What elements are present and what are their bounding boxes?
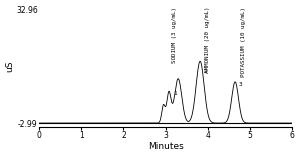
Text: 1: 1 xyxy=(173,91,177,96)
Text: POTASSIUM (10 ug/mL): POTASSIUM (10 ug/mL) xyxy=(241,7,246,77)
X-axis label: Minutes: Minutes xyxy=(148,142,183,152)
Text: SODIUM (3 ug/mL): SODIUM (3 ug/mL) xyxy=(172,7,177,63)
Text: 2: 2 xyxy=(203,69,207,74)
Y-axis label: uS: uS xyxy=(6,61,15,72)
Text: 3: 3 xyxy=(238,82,242,87)
Text: AMMONIUM (20 ug/mL): AMMONIUM (20 ug/mL) xyxy=(205,7,210,73)
